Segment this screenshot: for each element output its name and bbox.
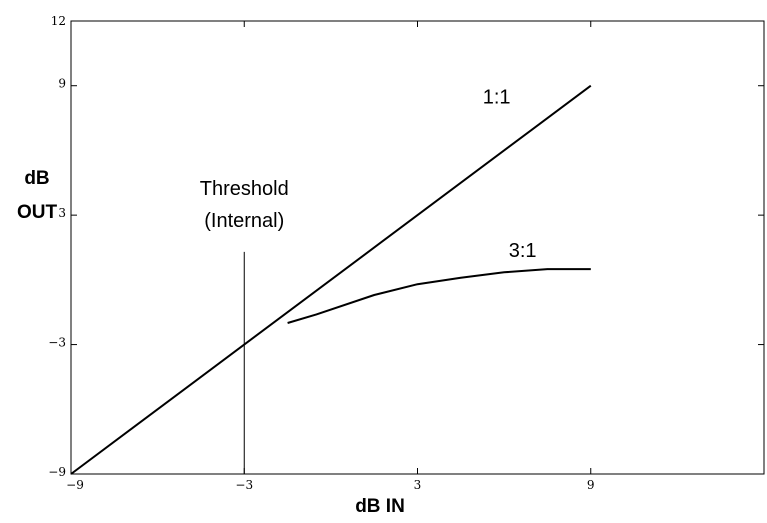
y-tick-label: 12 [51, 14, 66, 28]
y-axis-title-line-1: dB [24, 168, 49, 189]
plot-frame [70, 20, 765, 475]
threshold-label-line-1: Threshold [200, 178, 289, 200]
series-line-3-to-1 [287, 268, 591, 324]
threshold-label-line-2: (Internal) [204, 210, 284, 232]
y-axis-title-line-2: OUT [17, 202, 58, 223]
series-label-3-to-1: 3:1 [509, 240, 537, 262]
y-tick-label: −3 [48, 336, 66, 350]
series-line-1-to-1 [70, 84, 592, 475]
axis-tick-labels: −9 −3 3 9 −9 −3 3 9 12 [48, 14, 594, 492]
x-tick-label: −9 [66, 478, 84, 492]
x-tick-label: −3 [235, 478, 253, 492]
series-lines [70, 84, 592, 475]
x-tick-label: 9 [587, 478, 595, 492]
x-tick-label: 3 [414, 478, 422, 492]
y-tick-label: −9 [48, 465, 66, 479]
y-tick-label: 3 [58, 206, 66, 220]
axis-ticks [70, 20, 764, 475]
y-tick-label: 9 [58, 77, 66, 91]
x-axis-title: dB IN [355, 496, 405, 517]
series-label-1-to-1: 1:1 [483, 87, 511, 109]
